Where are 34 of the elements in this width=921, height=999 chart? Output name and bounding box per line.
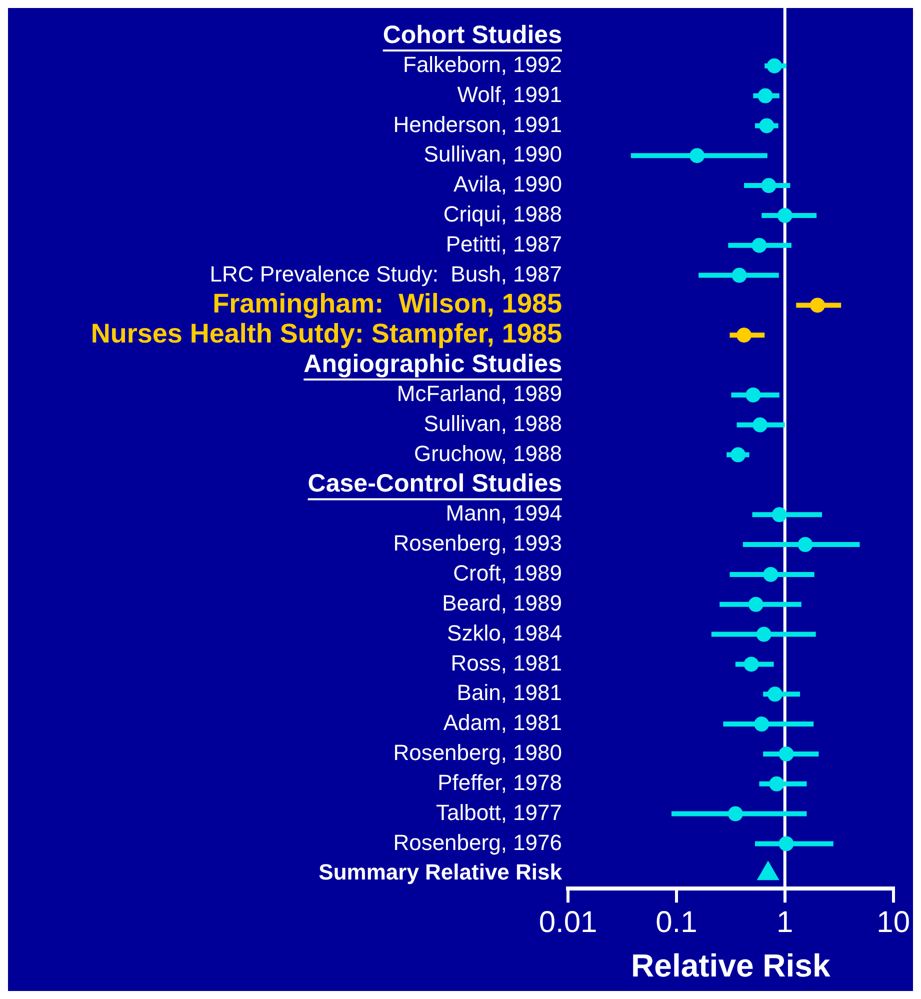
y-tick-label: Adam, 1981	[443, 710, 562, 736]
y-tick-label: Henderson, 1991	[393, 112, 562, 137]
y-tick-label: Falkeborn, 1992	[403, 52, 562, 77]
x-tick-label: 10	[876, 906, 910, 939]
y-tick-label: Sullivan, 1990	[424, 142, 562, 167]
y-tick-label: Rosenberg, 1976	[393, 830, 562, 855]
y-tick-label: Cohort Studies	[382, 20, 562, 49]
y-tick-label: Talbott, 1977	[436, 800, 562, 825]
y-tick-label: Petitti, 1987	[446, 231, 562, 256]
y-tick-label: Szklo, 1984	[447, 620, 562, 646]
y-tick-label: Gruchow, 1988	[414, 440, 562, 466]
y-tick-label: Mann, 1994	[446, 500, 562, 526]
y-tick-label: Pfeffer, 1978	[438, 770, 562, 795]
y-tick-label: Criqui, 1988	[443, 202, 562, 227]
x-tick-label: 0.01	[538, 906, 598, 939]
y-tick-label: Nurses Health Sutdy: Stampfer, 1985	[90, 318, 562, 349]
x-tick-label: 1	[776, 906, 794, 939]
y-tick-label: McFarland, 1989	[396, 381, 562, 406]
y-tick-label: LRC Prevalence Study: Bush, 1987	[210, 261, 562, 286]
y-tick-label: Framingham: Wilson, 1985	[212, 288, 562, 319]
y-tick-label: Wolf, 1991	[457, 82, 562, 107]
y-tick-label: Avila, 1990	[454, 172, 562, 197]
x-axis-title: Relative Risk	[631, 948, 830, 984]
y-tick-label: Rosenberg, 1993	[393, 530, 562, 556]
x-tick-label: 0.1	[656, 906, 698, 939]
y-tick-label: Bain, 1981	[456, 680, 562, 706]
y-tick-label: Sullivan, 1988	[424, 410, 562, 436]
y-tick-label: Case-Control Studies	[308, 470, 562, 498]
y-tick-label: Croft, 1989	[453, 560, 562, 586]
y-tick-label: Ross, 1981	[450, 650, 562, 676]
y-tick-label: Beard, 1989	[442, 590, 562, 616]
y-tick-label: Rosenberg, 1980	[393, 740, 562, 766]
y-tick-label: Summary Relative Risk	[318, 860, 563, 885]
y-tick-label: Angiographic Studies	[304, 350, 562, 378]
